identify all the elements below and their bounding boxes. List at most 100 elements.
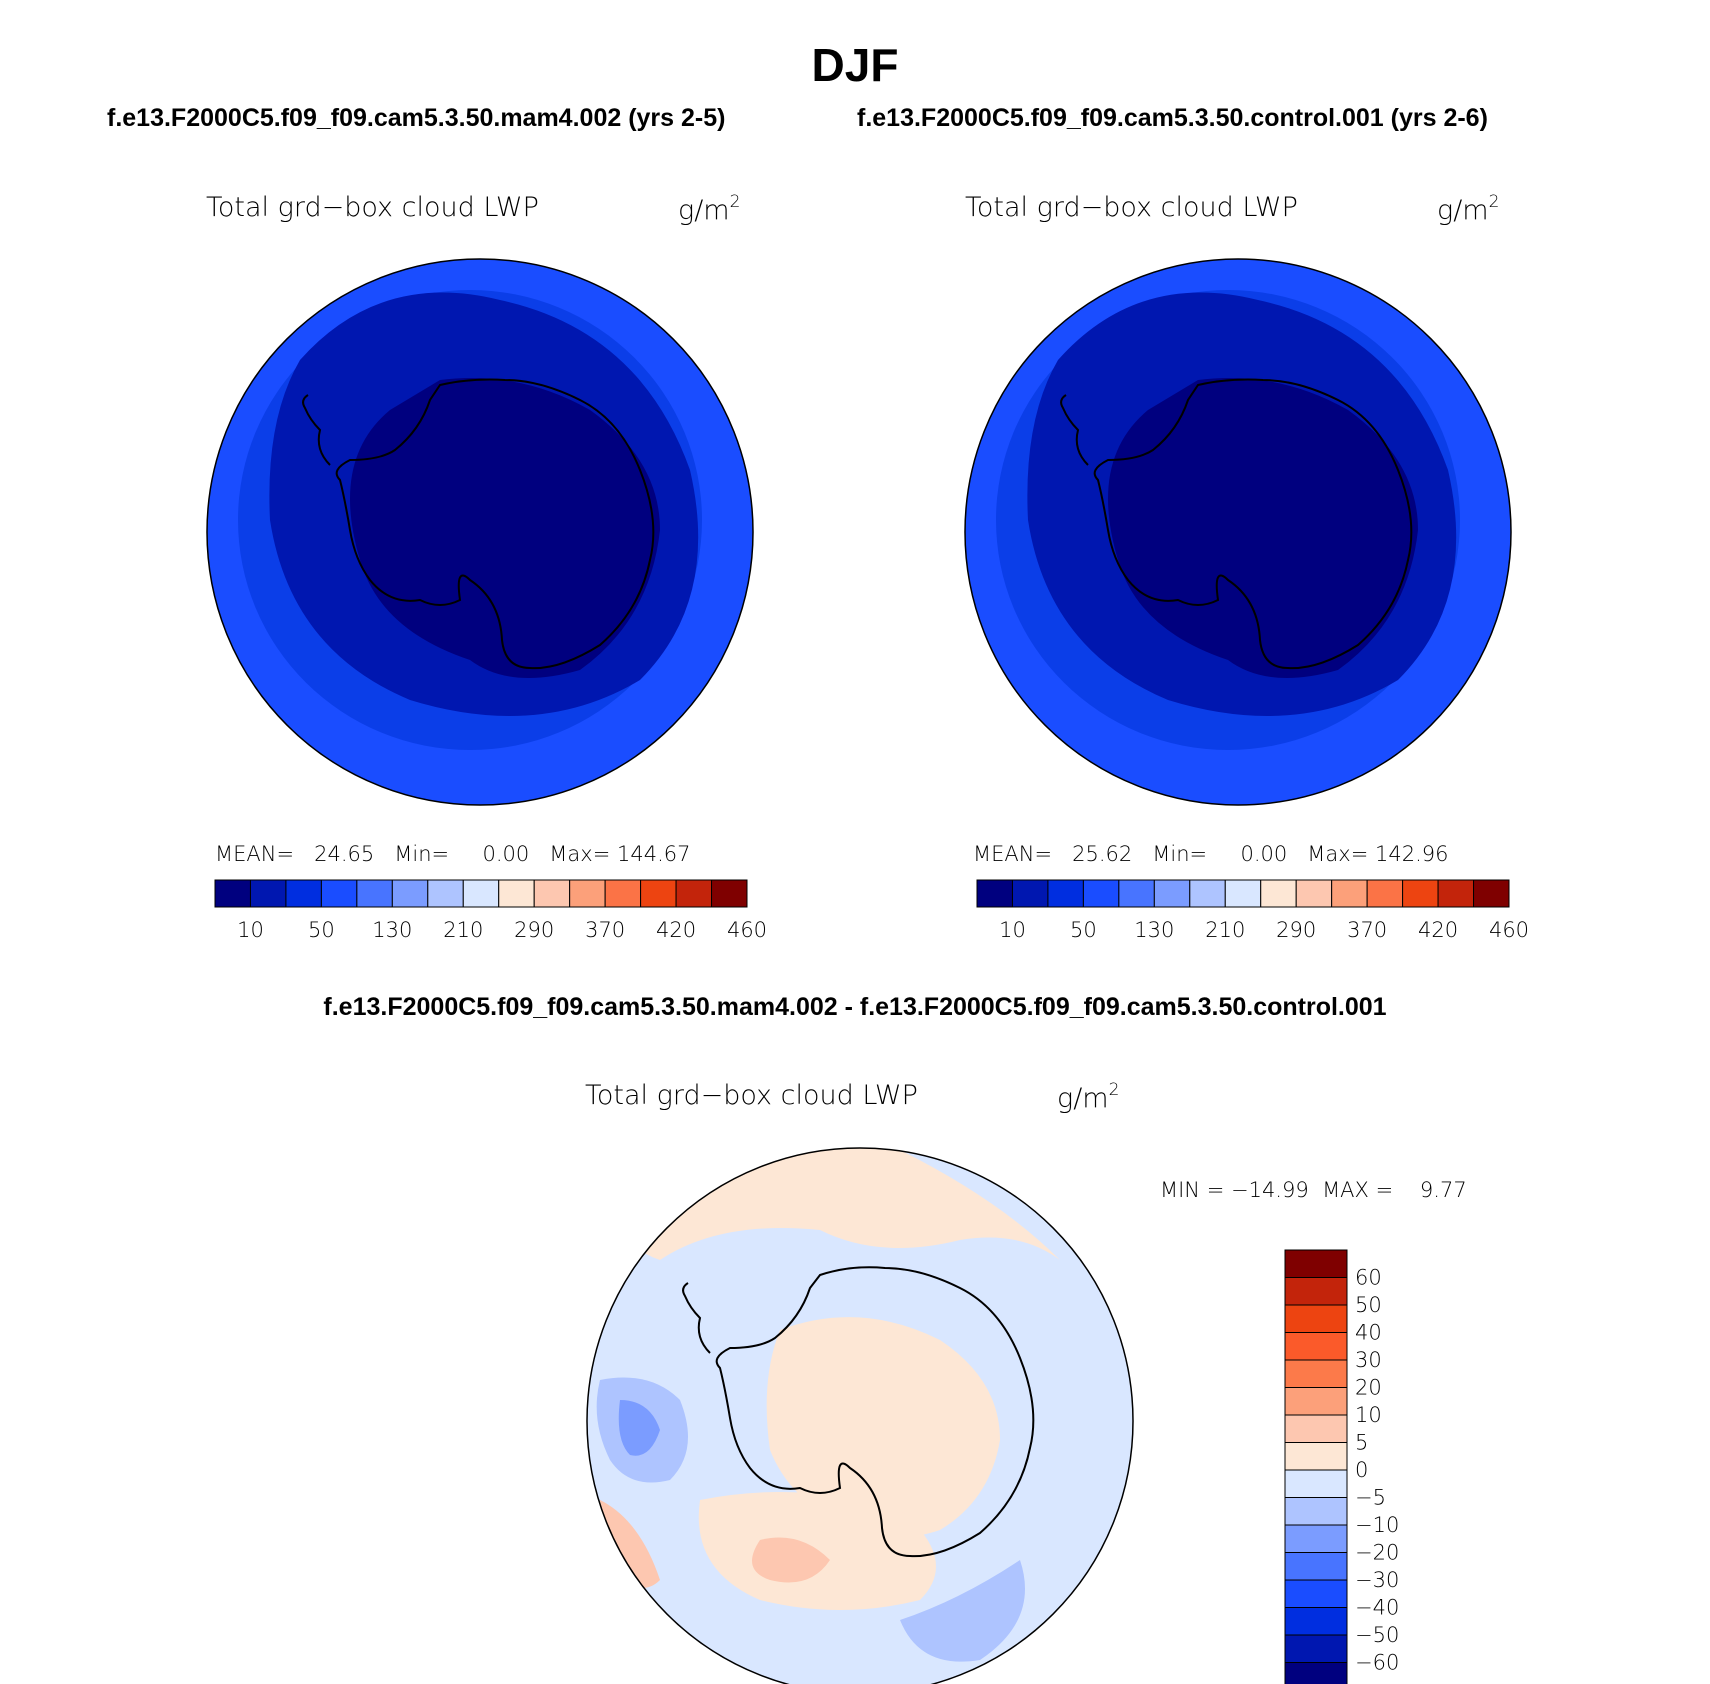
colorbar-swatch xyxy=(391,879,429,908)
colorbar-swatch xyxy=(249,879,287,908)
colorbar-tick-label: 210 xyxy=(443,918,483,942)
colorbar-swatch xyxy=(1331,879,1368,908)
colorbar-tick-label: 20 xyxy=(1355,1376,1382,1400)
max-label: Max= xyxy=(1307,842,1369,866)
colorbar-swatch xyxy=(1284,1249,1348,1278)
min-value: 0.00 xyxy=(482,842,530,866)
panel-right-field-label: Total grd−box cloud LWP xyxy=(965,192,1298,223)
colorbar-swatch xyxy=(285,879,322,908)
colorbar-swatch xyxy=(1284,1552,1348,1581)
main-title: DJF xyxy=(811,39,899,91)
panel-right-run-title: f.e13.F2000C5.f09_f09.cam5.3.50.control.… xyxy=(857,104,1488,132)
colorbar-tick-label: 0 xyxy=(1355,1458,1368,1482)
map-boundary xyxy=(964,258,1512,806)
diff-negative-strong-west xyxy=(618,1400,660,1456)
colorbar-swatch xyxy=(533,879,571,908)
panel-right-stats: MEAN= 25.62 Min= 0.00 Max= 142.96 xyxy=(973,842,1448,866)
colorbar-tick-label: 370 xyxy=(585,918,625,942)
colorbar-tick-label: −5 xyxy=(1355,1486,1386,1510)
min-label: Min= xyxy=(394,842,450,866)
colorbar-swatch xyxy=(1284,1277,1348,1306)
colorbar-swatch xyxy=(1284,1442,1348,1471)
colorbar-tick-label: 420 xyxy=(656,918,696,942)
colorbar-swatch xyxy=(640,879,677,908)
colorbar-swatch xyxy=(1260,879,1297,908)
mean-label: MEAN= xyxy=(973,842,1053,866)
colorbar-swatch xyxy=(1284,1469,1348,1498)
min-value: 0.00 xyxy=(1240,842,1288,866)
colorbar-swatch xyxy=(1284,1359,1348,1388)
max-value: 144.67 xyxy=(617,842,691,866)
colorbar-tick-label: 130 xyxy=(1134,918,1174,942)
panel-left-stats: MEAN= 24.65 Min= 0.00 Max= 144.67 xyxy=(215,842,690,866)
antarctica-coastline xyxy=(715,1266,1035,1558)
colorbar-tick-label: 290 xyxy=(1276,918,1316,942)
colorbar-swatch xyxy=(1224,879,1262,908)
colorbar-tick-label: 50 xyxy=(1355,1293,1382,1317)
colorbar-swatch xyxy=(1284,1524,1348,1553)
peninsula-coastline xyxy=(682,1282,711,1354)
colorbar-swatch xyxy=(675,879,713,908)
colorbar-swatch xyxy=(1189,879,1226,908)
colorbar-tick-label: −50 xyxy=(1355,1623,1399,1647)
colorbar-tick-label: 10 xyxy=(1355,1403,1382,1427)
colorbar-swatch xyxy=(320,879,358,908)
colorbar-swatch xyxy=(214,879,251,908)
colorbar-tick-label: −10 xyxy=(1355,1513,1399,1537)
colorbar-tick-label: 5 xyxy=(1355,1431,1368,1455)
colorbar-tick-label: 50 xyxy=(1070,918,1097,942)
colorbar-swatch xyxy=(1284,1662,1348,1684)
colorbar-swatch xyxy=(498,879,535,908)
map-boundary xyxy=(586,1147,1134,1684)
mean-label: MEAN= xyxy=(215,842,295,866)
colorbar-swatch xyxy=(1473,879,1510,908)
antarctica-coastline xyxy=(1093,378,1413,670)
colorbar-swatch xyxy=(1284,1304,1348,1333)
colorbar-tick-label: −40 xyxy=(1355,1596,1399,1620)
colorbar-swatch xyxy=(462,879,500,908)
colorbar-tick-label: −60 xyxy=(1355,1651,1399,1675)
colorbar-swatch xyxy=(427,879,464,908)
colorbar-tick-label: 60 xyxy=(1355,1266,1382,1290)
colorbar-tick-label: −20 xyxy=(1355,1541,1399,1565)
colorbar-tick-label: 10 xyxy=(999,918,1026,942)
colorbar-swatch xyxy=(1284,1414,1348,1443)
colorbar-tick-label: 210 xyxy=(1205,918,1245,942)
mean-value: 25.62 xyxy=(1072,842,1133,866)
max-label: Max= xyxy=(549,842,611,866)
map-boundary xyxy=(206,258,754,806)
min-label: Min= xyxy=(1152,842,1208,866)
colorbar-swatch xyxy=(976,879,1013,908)
panel-left-colorbar: 10 50 130 210 290 370 420 460 xyxy=(214,879,767,942)
difference-field-label: Total grd−box cloud LWP xyxy=(585,1080,918,1111)
colorbar-swatch xyxy=(1047,879,1084,908)
colorbar-swatch xyxy=(1284,1332,1348,1361)
diff-negative-southeast xyxy=(900,1560,1025,1662)
colorbar-swatch xyxy=(1011,879,1049,908)
colorbar-swatch xyxy=(1284,1607,1348,1636)
panel-left-units: g/m2 xyxy=(678,192,741,226)
peninsula-coastline xyxy=(1060,394,1089,466)
panel-left-field-label: Total grd−box cloud LWP xyxy=(206,192,539,223)
max-value: 9.77 xyxy=(1419,1178,1467,1202)
panel-left-map xyxy=(206,258,754,806)
min-value: −14.99 xyxy=(1230,1178,1309,1202)
min-label: MIN = xyxy=(1160,1178,1225,1202)
colorbar-swatch xyxy=(1284,1387,1348,1416)
colorbar-swatch xyxy=(1366,879,1404,908)
colorbar-tick-label: −30 xyxy=(1355,1568,1399,1592)
panel-left-run-title: f.e13.F2000C5.f09_f09.cam5.3.50.mam4.002… xyxy=(107,104,726,132)
colorbar-swatch xyxy=(1284,1579,1348,1608)
colorbar-tick-label: 460 xyxy=(727,918,767,942)
colorbar-swatch xyxy=(356,879,393,908)
colorbar-tick-label: 460 xyxy=(1489,918,1529,942)
panel-right-colorbar: 10 50 130 210 290 370 420 460 xyxy=(976,879,1529,942)
colorbar-swatch xyxy=(569,879,606,908)
colorbar-tick-label: 10 xyxy=(237,918,264,942)
colorbar-swatch xyxy=(1153,879,1191,908)
difference-map xyxy=(586,1147,1134,1684)
colorbar-tick-label: 370 xyxy=(1347,918,1387,942)
colorbar-tick-label: 420 xyxy=(1418,918,1458,942)
difference-units: g/m2 xyxy=(1057,1080,1120,1114)
